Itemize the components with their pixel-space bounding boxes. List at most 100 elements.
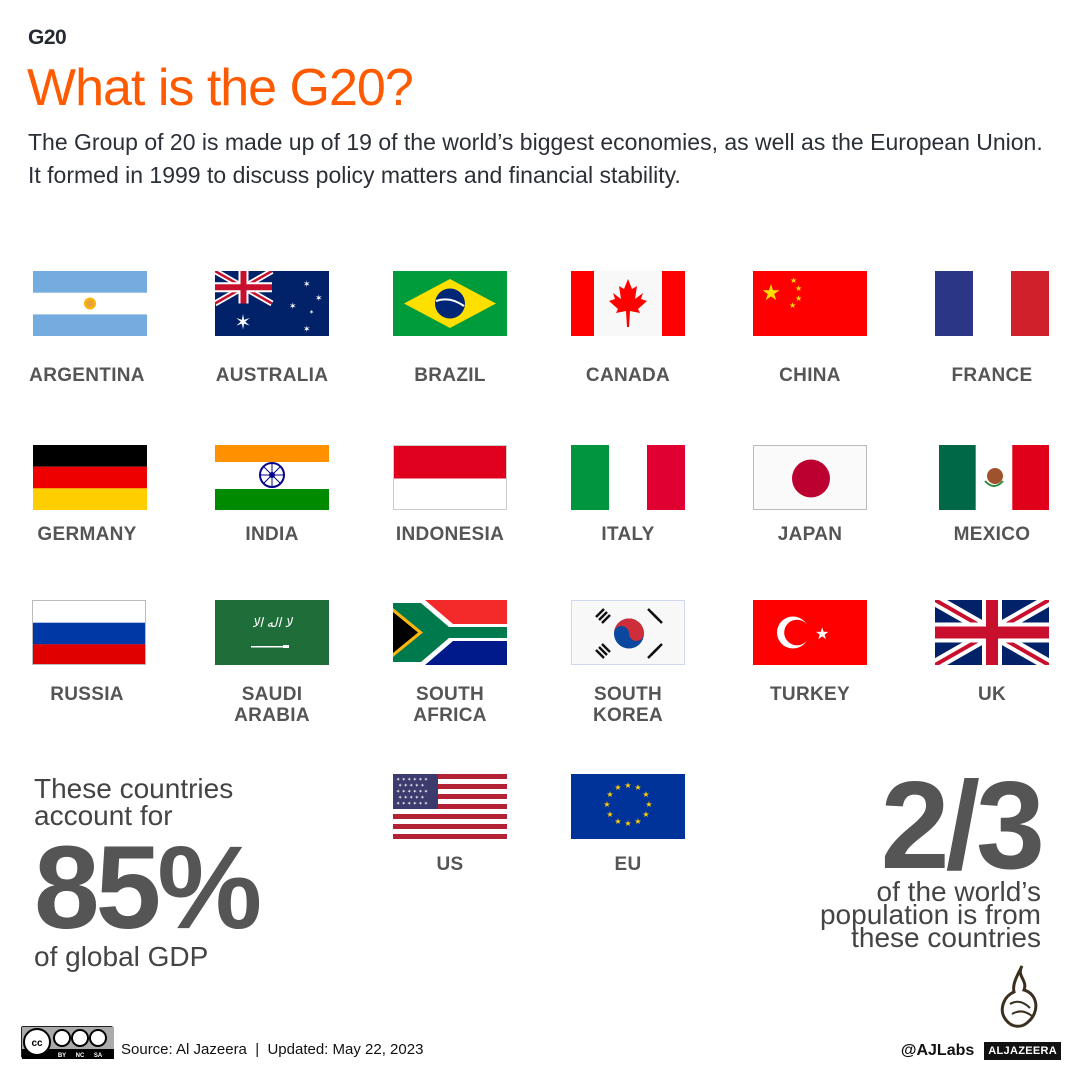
label-line-2: ARABIA — [234, 705, 310, 726]
svg-text:★: ★ — [614, 783, 621, 792]
country-label-russia: RUSSIA — [50, 684, 124, 705]
svg-text:★: ★ — [815, 626, 829, 643]
svg-text:★: ★ — [790, 276, 797, 285]
country-label-china: CHINA — [779, 365, 841, 386]
canada-flag — [571, 271, 685, 336]
germany-flag — [33, 445, 147, 510]
svg-text:✶: ✶ — [303, 324, 311, 334]
svg-text:✶ ✶ ✶ ✶ ✶: ✶ ✶ ✶ ✶ ✶ — [398, 795, 425, 801]
svg-text:★: ★ — [761, 280, 781, 305]
footer-source: cc BY NC SA Source: Al Jazeera | Updated: … — [21, 1026, 424, 1059]
aljazeera-logo-icon — [994, 964, 1046, 1036]
svg-text:★: ★ — [614, 817, 621, 826]
russia-flag — [32, 600, 146, 665]
south-korea-flag — [571, 600, 685, 665]
gdp-value: 85% — [34, 822, 262, 954]
svg-text:✶: ✶ — [309, 309, 314, 316]
source-updated-text: Source: Al Jazeera | Updated: May 22, 20… — [121, 1041, 424, 1058]
country-label-japan: JAPAN — [777, 524, 843, 545]
svg-text:★: ★ — [642, 790, 649, 799]
country-label-turkey: TURKEY — [770, 684, 850, 705]
country-label-south-africa: SOUTH AFRICA — [360, 684, 540, 726]
svg-text:✶: ✶ — [303, 279, 311, 289]
country-label-saudi-arabia: SAUDI ARABIA — [182, 684, 362, 726]
indonesia-flag — [393, 445, 507, 510]
svg-text:✶ ✶ ✶ ✶ ✶: ✶ ✶ ✶ ✶ ✶ — [398, 783, 425, 789]
svg-text:✶: ✶ — [289, 301, 297, 311]
country-label-indonesia: INDONESIA — [395, 524, 505, 545]
svg-text:cc: cc — [31, 1038, 43, 1049]
svg-text:★: ★ — [606, 810, 613, 819]
kicker: G20 — [28, 26, 67, 49]
svg-text:★: ★ — [645, 800, 652, 809]
country-label-us: US — [436, 854, 464, 875]
svg-text:★: ★ — [795, 294, 802, 303]
label-line-1: SOUTH — [416, 684, 484, 705]
population-line-3: these countries — [851, 922, 1041, 953]
country-label-canada: CANADA — [585, 365, 671, 386]
country-label-india: INDIA — [245, 524, 299, 545]
italy-flag — [571, 445, 685, 510]
svg-text:✶: ✶ — [315, 293, 323, 303]
mexico-flag — [939, 445, 1049, 510]
south-africa-flag — [393, 600, 507, 665]
svg-text:SA: SA — [94, 1053, 103, 1059]
population-line-1: of the world’s — [876, 876, 1041, 907]
aljazeera-wordmark: ALJAZEERA — [984, 1042, 1061, 1060]
country-label-italy: ITALY — [601, 524, 655, 545]
svg-text:★: ★ — [634, 817, 641, 826]
footer-brand: @AJLabs ALJAZEERA — [901, 1042, 1061, 1060]
svg-text:✶ ✶ ✶ ✶ ✶ ✶: ✶ ✶ ✶ ✶ ✶ ✶ — [396, 801, 428, 807]
svg-text:★: ★ — [642, 810, 649, 819]
country-label-eu: EU — [614, 854, 642, 875]
svg-text:★: ★ — [795, 284, 802, 293]
country-label-uk: UK — [977, 684, 1007, 705]
svg-text:★: ★ — [634, 783, 641, 792]
argentina-flag — [33, 271, 147, 336]
label-line-1: SOUTH — [594, 684, 662, 705]
china-flag: ★ ★ ★ ★ ★ — [753, 271, 867, 336]
eu-flag: ★ ★ ★ ★ ★ ★ ★ ★ ★ ★ ★ ★ — [571, 774, 685, 839]
svg-text:BY: BY — [58, 1053, 66, 1059]
label-line-1: SAUDI — [241, 684, 303, 705]
svg-text:✶: ✶ — [235, 312, 252, 334]
svg-text:ﻻ ﺍﻟﻪ ﺍﻻ: ﻻ ﺍﻟﻪ ﺍﻻ — [252, 615, 294, 630]
svg-text:★: ★ — [624, 819, 631, 828]
country-label-argentina: ARGENTINA — [29, 365, 145, 386]
us-flag: ✶ ✶ ✶ ✶ ✶ ✶ ✶ ✶ ✶ ✶ ✶ ✶ ✶ ✶ ✶ ✶ ✶ ✶ ✶ ✶ ✶ ✶… — [393, 774, 507, 839]
country-label-germany: GERMANY — [37, 524, 137, 545]
saudi-arabia-flag: ﻻ ﺍﻟﻪ ﺍﻻ — [215, 600, 329, 665]
creative-commons-license-icon: cc BY NC SA — [21, 1026, 114, 1059]
country-label-south-korea: SOUTH KOREA — [538, 684, 718, 726]
population-stat: 2/3 of the world’s population is from th… — [819, 757, 1045, 953]
svg-text:★: ★ — [603, 800, 610, 809]
population-value: 2/3 — [880, 757, 1045, 895]
ajlabs-handle: @AJLabs — [900, 1042, 975, 1059]
svg-text:★: ★ — [606, 790, 613, 799]
gdp-intro-line-1: These countries — [34, 773, 234, 804]
label-line-2: KOREA — [592, 705, 664, 726]
population-line-2: population is from — [819, 899, 1041, 930]
turkey-flag: ★ — [753, 600, 867, 665]
svg-text:NC: NC — [76, 1053, 85, 1059]
japan-flag — [753, 445, 867, 510]
svg-text:★: ★ — [789, 301, 796, 310]
svg-text:✶ ✶ ✶ ✶ ✶ ✶: ✶ ✶ ✶ ✶ ✶ ✶ — [396, 789, 428, 795]
svg-text:✶ ✶ ✶ ✶ ✶ ✶: ✶ ✶ ✶ ✶ ✶ ✶ — [396, 777, 428, 783]
country-label-mexico: MEXICO — [953, 524, 1031, 545]
page-title: What is the G20? — [27, 59, 414, 117]
australia-flag: ✶ ✶ ✶ ✶ ✶ ✶ — [215, 271, 329, 336]
gdp-intro-line-2: account for — [34, 800, 173, 831]
france-flag — [935, 271, 1049, 336]
gdp-stat: These countries account for 85% of globa… — [34, 773, 262, 972]
svg-text:★: ★ — [624, 781, 631, 790]
brazil-flag — [393, 271, 507, 336]
country-label-brazil: BRAZIL — [414, 365, 486, 386]
country-label-australia: AUSTRALIA — [215, 365, 329, 386]
label-line-2: AFRICA — [413, 705, 487, 726]
country-label-france: FRANCE — [951, 365, 1033, 386]
subtitle: The Group of 20 is made up of 19 of the … — [28, 129, 1043, 188]
uk-flag — [935, 600, 1049, 665]
india-flag — [215, 445, 329, 510]
gdp-outro: of global GDP — [34, 941, 209, 972]
